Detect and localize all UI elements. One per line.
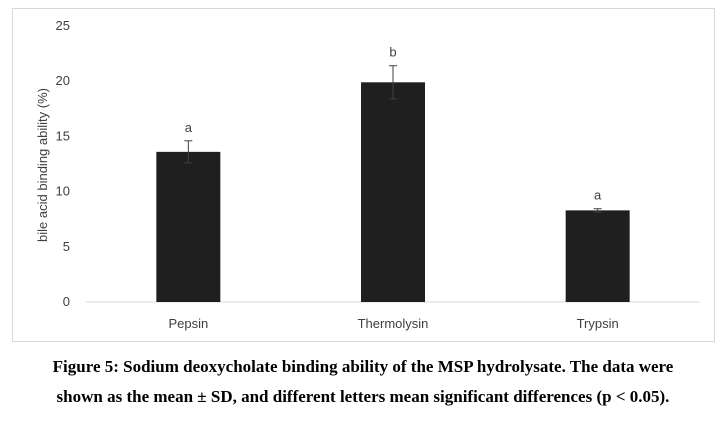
y-axis-label: bile acid binding ability (%) <box>35 88 50 242</box>
significance-letter-trypsin: a <box>594 188 602 203</box>
significance-letter-pepsin: a <box>185 120 193 135</box>
x-tick-label-thermolysin: Thermolysin <box>358 316 429 331</box>
figure-caption: Figure 5: Sodium deoxycholate binding ab… <box>0 352 726 412</box>
bar-trypsin <box>565 210 630 302</box>
x-tick-label-trypsin: Trypsin <box>577 316 619 331</box>
bar-thermolysin <box>361 82 425 302</box>
caption-line-1: Figure 5: Sodium deoxycholate binding ab… <box>52 357 674 376</box>
y-tick-label: 20 <box>56 73 70 88</box>
error-bar-pepsin <box>184 140 193 164</box>
bar-chart: bile acid binding ability (%) 0 5 10 15 20 25… <box>35 18 700 331</box>
y-tick-label: 25 <box>56 18 70 33</box>
y-tick-label: 15 <box>56 128 70 143</box>
y-tick-label: 5 <box>63 239 70 254</box>
y-tick-label: 10 <box>56 184 70 199</box>
caption-line-2: shown as the mean ± SD, and different le… <box>56 387 670 406</box>
error-bar-trypsin <box>593 208 602 213</box>
significance-letter-thermolysin: b <box>389 45 396 60</box>
bar-pepsin <box>156 151 221 302</box>
y-tick-label: 0 <box>63 294 70 309</box>
x-tick-label-pepsin: Pepsin <box>168 316 208 331</box>
error-bar-thermolysin <box>389 65 397 100</box>
